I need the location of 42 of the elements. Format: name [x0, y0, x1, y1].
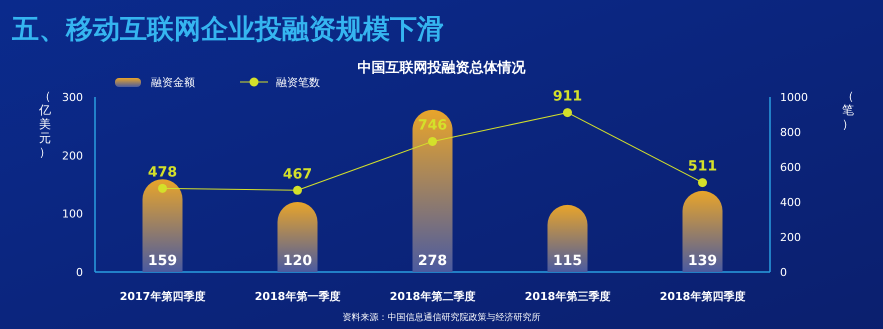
x-tick-label: 2018年第三季度	[524, 290, 610, 303]
data-label: 511	[688, 158, 718, 175]
bar	[412, 110, 452, 272]
y-axis-title: （亿美元）	[38, 89, 51, 159]
y2-tick-label: 600	[780, 161, 801, 174]
data-label: 278	[418, 253, 448, 269]
y2-tick-label: 1000	[780, 91, 808, 104]
point	[158, 184, 167, 193]
data-label: 139	[688, 253, 718, 269]
legend-label: 融资金额	[151, 76, 195, 89]
y-tick-label: 300	[62, 91, 83, 104]
bar	[278, 202, 318, 272]
x-tick-label: 2018年第四季度	[660, 290, 746, 303]
point	[293, 186, 302, 195]
point	[698, 178, 707, 188]
x-tick-label: 2017年第四季度	[120, 290, 206, 303]
text: 资料来源：中国信息通信研究院政策与经济研究所	[342, 312, 540, 323]
data-label: 120	[282, 253, 312, 269]
data-label: 115	[552, 253, 582, 269]
bar	[142, 179, 182, 272]
y2-tick-label: 400	[780, 196, 801, 209]
x-tick-label: 2018年第一季度	[254, 290, 340, 303]
y-tick-label: 200	[62, 149, 83, 162]
y-tick-label: 0	[76, 266, 83, 279]
y2-tick-label: 200	[780, 231, 801, 244]
y2-tick-label: 800	[780, 126, 801, 139]
point	[563, 108, 572, 118]
chart-subtitle: 中国互联网投融资总体情况	[358, 60, 526, 76]
bar	[682, 190, 722, 272]
chart-title: 五、移动互联网企业投融资规模下滑	[11, 14, 444, 45]
y2-axis-title: （笔）	[842, 89, 854, 131]
data-label: 467	[282, 166, 312, 182]
data-label: 746	[418, 117, 448, 134]
point	[428, 136, 437, 146]
y-tick-label: 100	[62, 208, 83, 221]
data-label: 911	[552, 88, 582, 105]
legend-label: 融资笔数	[276, 76, 320, 89]
x-tick-label: 2018年第二季度	[390, 290, 476, 303]
data-label: 159	[148, 253, 178, 269]
bar	[548, 204, 588, 272]
data-label: 478	[148, 164, 178, 180]
y2-tick-label: 0	[780, 266, 787, 279]
